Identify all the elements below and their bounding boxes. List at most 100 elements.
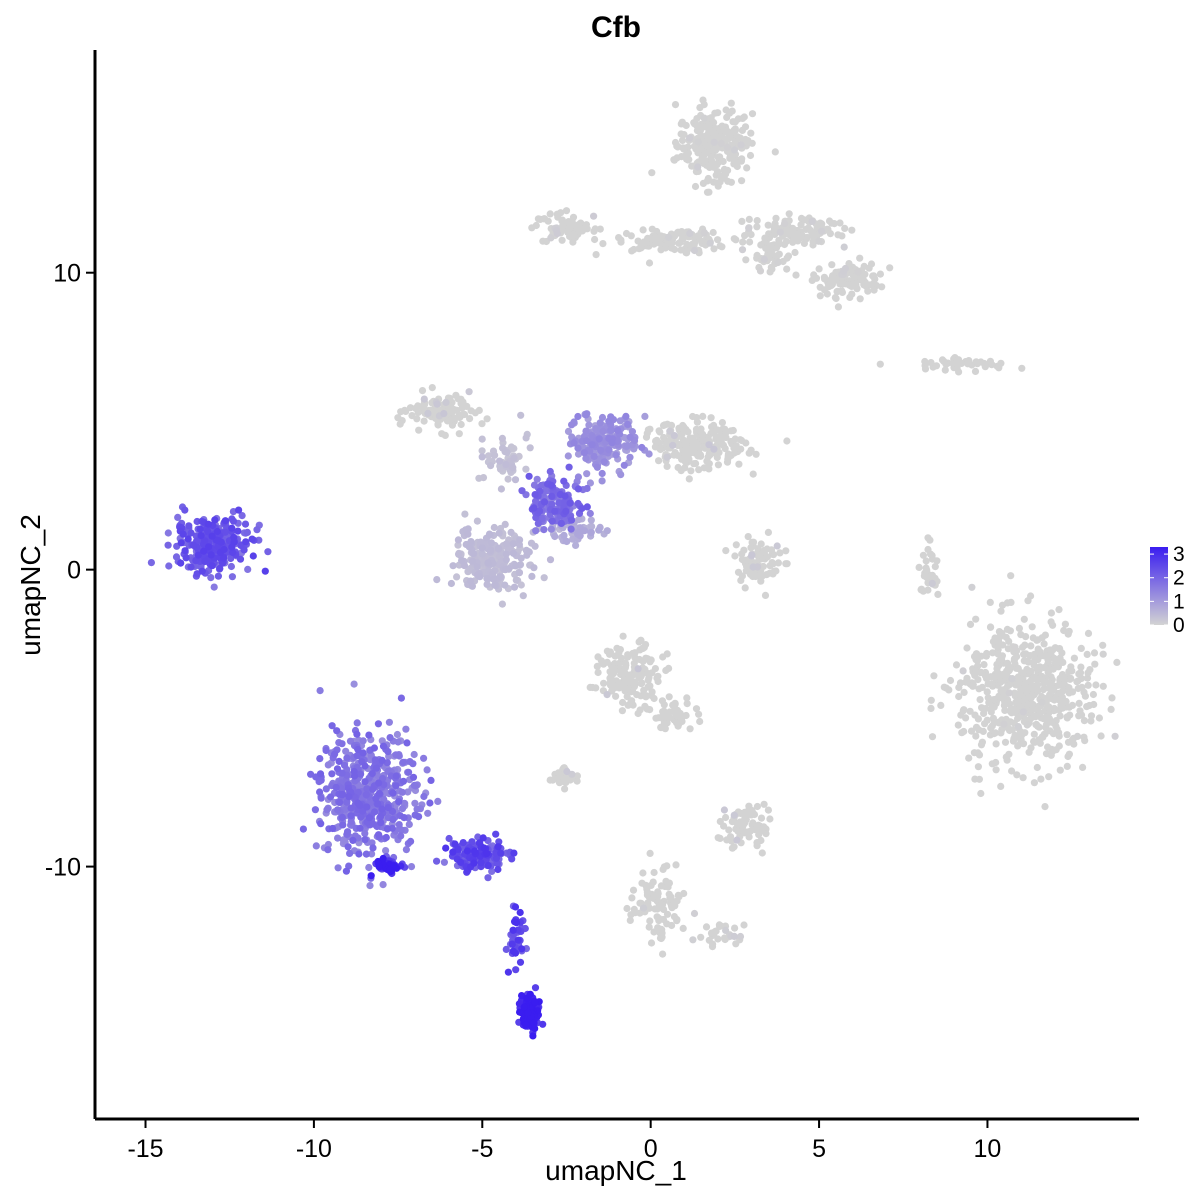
data-point — [498, 600, 506, 608]
data-point — [546, 467, 554, 476]
data-point — [791, 248, 799, 257]
data-point — [663, 910, 672, 918]
data-point — [703, 188, 712, 196]
data-point — [588, 441, 596, 449]
y-tick-label: -10 — [45, 854, 81, 882]
data-point — [253, 526, 261, 534]
data-point — [235, 506, 243, 514]
data-point — [1081, 737, 1089, 745]
data-point — [1036, 739, 1044, 747]
data-point — [704, 453, 712, 461]
data-point — [201, 557, 209, 566]
data-point — [701, 157, 709, 165]
data-point — [338, 813, 346, 822]
data-point — [721, 935, 729, 944]
data-point — [451, 840, 459, 848]
data-point — [379, 742, 388, 750]
data-point — [683, 240, 691, 248]
data-point — [1018, 364, 1026, 372]
data-point — [714, 236, 722, 244]
data-point — [1027, 744, 1035, 752]
x-axis-ticks: -15 -10 -5 0 5 10 — [127, 1119, 1001, 1163]
data-point — [686, 229, 694, 237]
data-point — [566, 232, 574, 241]
data-point — [766, 815, 774, 823]
x-tick-label: 5 — [812, 1135, 826, 1163]
data-point — [1075, 699, 1083, 708]
data-point — [476, 573, 484, 581]
data-point — [453, 406, 461, 414]
data-point — [731, 552, 739, 560]
data-point — [574, 485, 583, 493]
data-point — [242, 538, 250, 546]
data-point — [504, 968, 512, 976]
data-point — [960, 706, 968, 714]
data-point — [1099, 650, 1107, 658]
data-point — [657, 882, 666, 890]
data-point — [850, 273, 859, 281]
data-point — [441, 431, 449, 439]
x-tick-label: -15 — [127, 1135, 163, 1163]
data-point — [350, 767, 358, 776]
data-point — [690, 909, 699, 918]
data-point — [923, 573, 931, 582]
data-point — [478, 544, 486, 552]
data-point — [962, 714, 970, 722]
data-point — [471, 847, 479, 855]
data-point — [932, 362, 941, 370]
data-point — [721, 445, 729, 453]
data-point — [299, 825, 307, 833]
data-point — [727, 99, 735, 107]
data-point — [715, 921, 724, 929]
data-point — [1056, 766, 1064, 774]
data-point — [1001, 738, 1010, 746]
data-point — [749, 563, 757, 571]
data-point — [623, 693, 631, 701]
data-point — [236, 555, 245, 563]
data-point — [511, 476, 520, 484]
data-point — [674, 463, 682, 472]
data-point — [968, 583, 976, 591]
data-point — [553, 230, 561, 238]
data-point — [758, 849, 766, 857]
data-point — [756, 267, 765, 275]
data-point — [621, 669, 629, 677]
data-point — [386, 734, 394, 742]
data-point — [841, 264, 850, 273]
data-point — [747, 446, 755, 454]
data-point — [978, 704, 986, 712]
data-point — [1063, 713, 1071, 721]
data-point — [474, 833, 482, 841]
data-point — [657, 232, 665, 240]
data-point — [164, 529, 172, 537]
data-point — [204, 528, 212, 536]
data-point — [741, 812, 749, 821]
data-point — [1019, 740, 1028, 748]
data-point — [395, 821, 403, 829]
data-point — [353, 730, 361, 738]
data-point — [478, 550, 486, 558]
data-point — [716, 834, 724, 843]
data-point — [518, 945, 526, 953]
data-point — [975, 775, 984, 783]
data-point — [187, 529, 195, 537]
data-point — [394, 414, 402, 422]
data-point — [546, 210, 554, 218]
data-point — [1054, 681, 1063, 689]
data-point — [629, 886, 638, 894]
data-point — [926, 536, 934, 544]
data-point — [717, 139, 725, 148]
data-point — [1074, 684, 1082, 693]
data-point — [738, 246, 747, 254]
data-point — [983, 688, 991, 696]
data-point — [767, 250, 775, 258]
data-point — [363, 803, 371, 811]
data-point — [1064, 738, 1073, 746]
data-point — [634, 237, 642, 245]
data-point — [1080, 717, 1088, 725]
data-point — [867, 260, 876, 268]
data-point — [643, 655, 652, 663]
data-point — [1084, 669, 1092, 677]
data-point — [396, 420, 404, 428]
